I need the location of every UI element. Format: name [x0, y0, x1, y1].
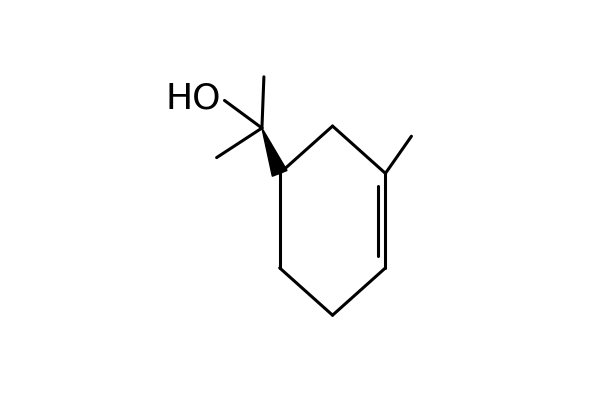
Polygon shape: [262, 128, 287, 176]
Text: HO: HO: [166, 82, 221, 115]
